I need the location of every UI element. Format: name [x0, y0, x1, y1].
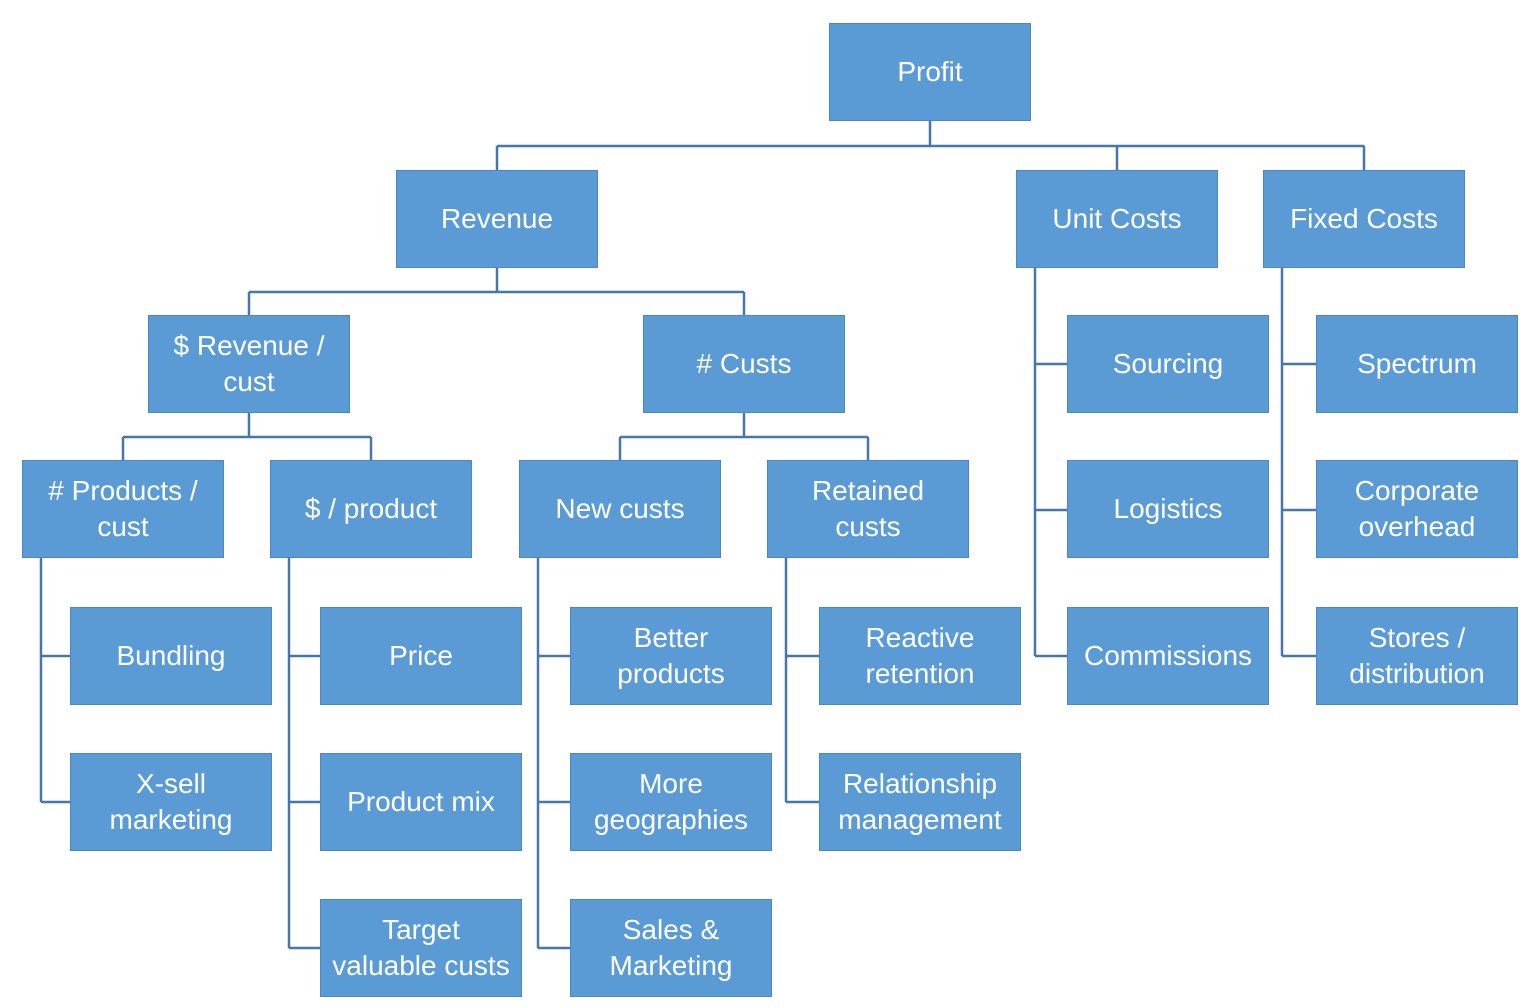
node-sourcing: Sourcing: [1067, 315, 1269, 413]
node-new-custs: New custs: [519, 460, 721, 558]
connector-products-per-cust-children: [39, 558, 70, 804]
node-corporate-overhead: Corporate overhead: [1316, 460, 1518, 558]
node-revenue-per-cust: $ Revenue / cust: [148, 315, 350, 413]
connector-fixed-costs-children: [1280, 268, 1316, 658]
node-unit-costs: Unit Costs: [1016, 170, 1218, 268]
node-spectrum: Spectrum: [1316, 315, 1518, 413]
node-dollar-per-product: $ / product: [270, 460, 472, 558]
connector-dollar-per-product-children: [287, 558, 320, 950]
node-bundling: Bundling: [70, 607, 272, 705]
node-stores-distribution: Stores / distribution: [1316, 607, 1518, 705]
node-num-custs: # Custs: [643, 315, 845, 413]
node-fixed-costs: Fixed Costs: [1263, 170, 1465, 268]
connector-profit-children: [495, 121, 1366, 170]
node-xsell-marketing: X-sell marketing: [70, 753, 272, 851]
node-revenue: Revenue: [396, 170, 598, 268]
node-commissions: Commissions: [1067, 607, 1269, 705]
node-sales-marketing: Sales & Marketing: [570, 899, 772, 997]
node-logistics: Logistics: [1067, 460, 1269, 558]
connector-new-custs-children: [536, 558, 570, 950]
connector-unit-costs-children: [1033, 268, 1067, 658]
node-reactive-retention: Reactive retention: [819, 607, 1021, 705]
node-product-mix: Product mix: [320, 753, 522, 851]
node-more-geographies: More geographies: [570, 753, 772, 851]
connector-rev-per-cust-children: [121, 413, 373, 460]
connector-retained-custs-children: [784, 558, 819, 804]
node-products-per-cust: # Products / cust: [22, 460, 224, 558]
node-better-products: Better products: [570, 607, 772, 705]
node-profit: Profit: [829, 23, 1031, 121]
connector-num-custs-children: [618, 413, 870, 460]
connector-revenue-children: [247, 268, 746, 315]
node-target-valuable-custs: Target valuable custs: [320, 899, 522, 997]
node-price: Price: [320, 607, 522, 705]
node-retained-custs: Retained custs: [767, 460, 969, 558]
node-relationship-management: Relationship management: [819, 753, 1021, 851]
